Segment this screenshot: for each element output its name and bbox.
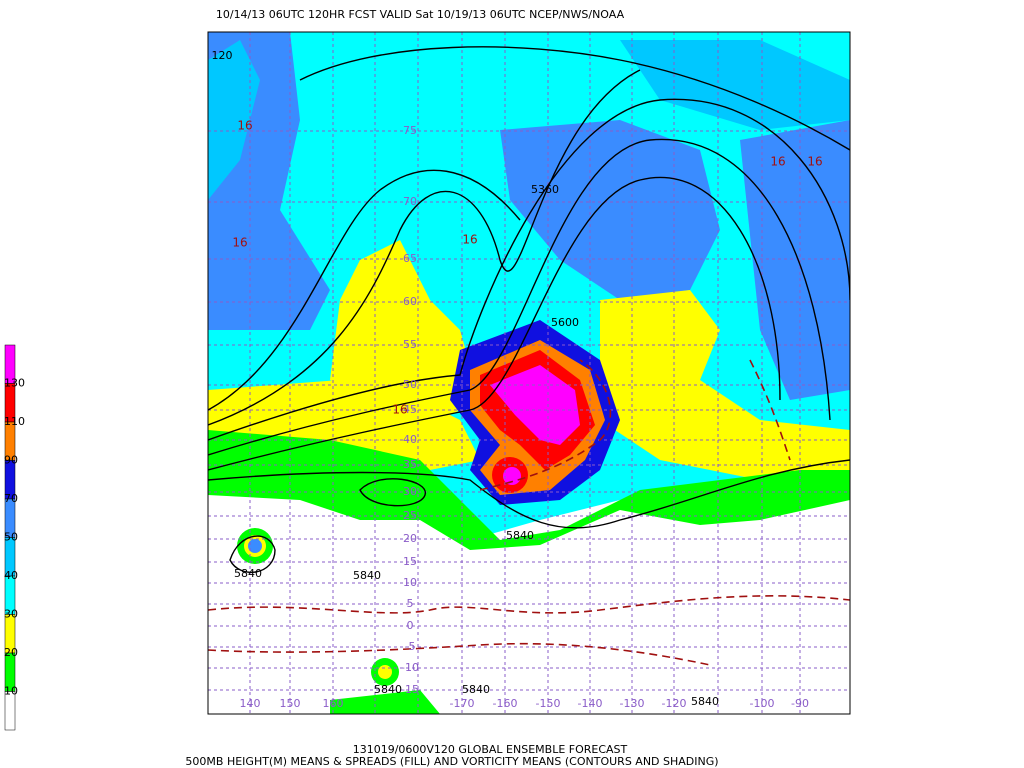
vorticity-contours xyxy=(208,359,850,666)
longitude-labels: 140 150 160 -170 -160 -150 -140 -130 -120 -100 -90 xyxy=(240,697,809,710)
vorticity-label: 16 xyxy=(807,155,822,169)
graticule xyxy=(208,32,850,714)
longitude-label: -100 xyxy=(750,697,775,710)
map xyxy=(207,31,851,715)
vorticity-label: 16 xyxy=(232,236,247,250)
colorbar-label: 110 xyxy=(4,415,25,428)
longitude-label: -170 xyxy=(450,697,475,710)
longitude-label: 150 xyxy=(280,697,301,710)
longitude-label: -150 xyxy=(536,697,561,710)
contour-label: 5360 xyxy=(531,183,559,196)
latitude-label: 65 xyxy=(403,252,417,265)
latitude-label: 35 xyxy=(403,458,417,471)
contour-label: 5840 xyxy=(506,529,534,542)
colorbar-swatch xyxy=(4,691,16,731)
longitude-label: -120 xyxy=(662,697,687,710)
colorbar-label: 10 xyxy=(4,685,18,698)
latitude-label: 20 xyxy=(403,532,417,545)
latitude-label: 55 xyxy=(403,338,417,351)
colorbar-label: 70 xyxy=(4,492,18,505)
contour-label: 5840 xyxy=(691,695,719,708)
longitude-label: -160 xyxy=(493,697,518,710)
latitude-label: 75 xyxy=(403,124,417,137)
latitude-label: 10 xyxy=(403,576,417,589)
latitude-label: -5 xyxy=(405,640,416,653)
contour-label: 5840 xyxy=(374,683,402,696)
latitude-label: 60 xyxy=(403,295,417,308)
latitude-label: 70 xyxy=(403,195,417,208)
colorbar-label: 30 xyxy=(4,608,18,621)
latitude-label: 0 xyxy=(407,619,414,632)
latitude-label: 15 xyxy=(403,555,417,568)
height-contours xyxy=(208,46,850,574)
colorbar-label: 50 xyxy=(4,531,18,544)
contour-label: 5840 xyxy=(353,569,381,582)
colorbar-label: 40 xyxy=(4,569,18,582)
latitude-label: 30 xyxy=(403,485,417,498)
latitude-label: 5 xyxy=(407,597,414,610)
latitude-label: 50 xyxy=(403,378,417,391)
contour-label: 5840 xyxy=(462,683,490,696)
longitude-label: -90 xyxy=(791,697,809,710)
contour-label: 120 xyxy=(212,49,233,62)
colorbar-label: 90 xyxy=(4,454,18,467)
longitude-label: 140 xyxy=(240,697,261,710)
colorbar-label: 20 xyxy=(4,646,18,659)
longitude-label: -140 xyxy=(578,697,603,710)
colorbar: 130 110 90 70 50 40 30 20 10 xyxy=(4,344,25,731)
latitude-label: 45 xyxy=(403,403,417,416)
title: 10/14/13 06UTC 120HR FCST VALID Sat 10/1… xyxy=(216,8,625,21)
footer-line2: 500MB HEIGHT(M) MEANS & SPREADS (FILL) A… xyxy=(185,755,718,768)
vorticity-label: 16 xyxy=(770,155,785,169)
latitude-label: -15 xyxy=(401,683,419,696)
vorticity-label: 16 xyxy=(237,119,252,133)
latitude-label: 25 xyxy=(403,509,417,522)
vorticity-labels: 16 16 16 16 16 16 xyxy=(232,119,822,417)
contour-label: 5840 xyxy=(234,567,262,580)
vorticity-label: 16 xyxy=(392,403,407,417)
contour-label: 5600 xyxy=(551,316,579,329)
longitude-label: 160 xyxy=(323,697,344,710)
footer-line1: 131019/0600V120 GLOBAL ENSEMBLE FORECAST xyxy=(353,743,628,756)
vorticity-label: 16 xyxy=(462,233,477,247)
longitude-label: -130 xyxy=(620,697,645,710)
colorbar-label: 130 xyxy=(4,377,25,390)
latitude-label: 40 xyxy=(403,433,417,446)
latitude-label: -10 xyxy=(401,661,419,674)
